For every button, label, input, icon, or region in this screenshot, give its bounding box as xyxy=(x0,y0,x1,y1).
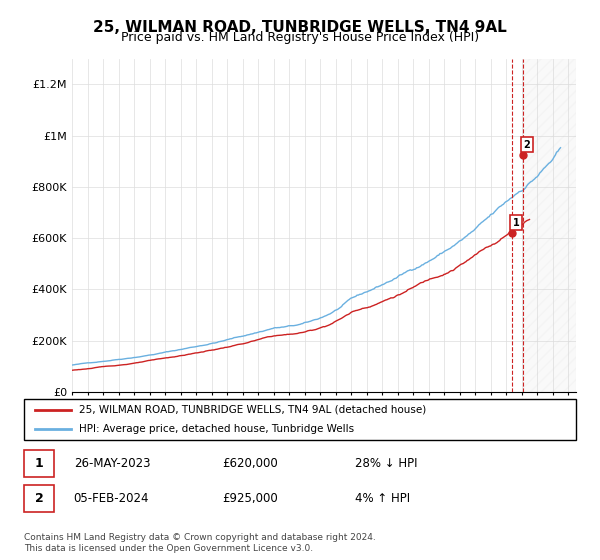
Text: Price paid vs. HM Land Registry's House Price Index (HPI): Price paid vs. HM Land Registry's House … xyxy=(121,31,479,44)
Text: 1: 1 xyxy=(513,218,520,228)
Text: 25, WILMAN ROAD, TUNBRIDGE WELLS, TN4 9AL (detached house): 25, WILMAN ROAD, TUNBRIDGE WELLS, TN4 9A… xyxy=(79,405,427,415)
Text: 2: 2 xyxy=(35,492,44,505)
Text: 25, WILMAN ROAD, TUNBRIDGE WELLS, TN4 9AL: 25, WILMAN ROAD, TUNBRIDGE WELLS, TN4 9A… xyxy=(93,20,507,35)
Text: 4% ↑ HPI: 4% ↑ HPI xyxy=(355,492,410,505)
Text: £620,000: £620,000 xyxy=(223,457,278,470)
FancyBboxPatch shape xyxy=(24,399,576,440)
Bar xyxy=(523,59,576,392)
Bar xyxy=(24,486,55,512)
Text: 28% ↓ HPI: 28% ↓ HPI xyxy=(355,457,418,470)
Bar xyxy=(24,450,55,477)
Text: 2: 2 xyxy=(524,139,530,150)
Text: 26-MAY-2023: 26-MAY-2023 xyxy=(74,457,150,470)
Text: 05-FEB-2024: 05-FEB-2024 xyxy=(74,492,149,505)
Text: £925,000: £925,000 xyxy=(223,492,278,505)
Text: 1: 1 xyxy=(35,457,44,470)
Text: Contains HM Land Registry data © Crown copyright and database right 2024.
This d: Contains HM Land Registry data © Crown c… xyxy=(24,533,376,553)
Text: HPI: Average price, detached house, Tunbridge Wells: HPI: Average price, detached house, Tunb… xyxy=(79,424,355,434)
